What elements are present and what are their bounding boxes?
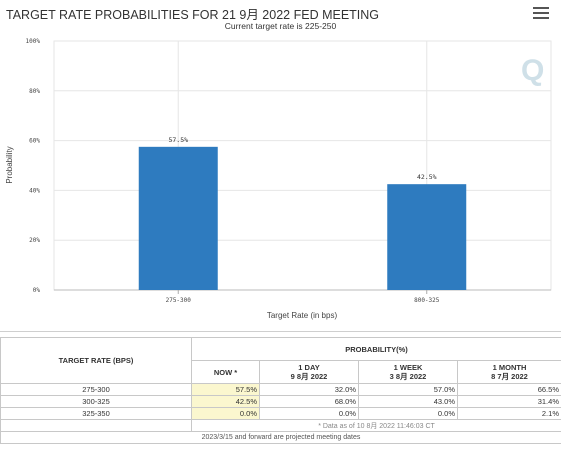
svg-text:Q: Q [521, 54, 544, 87]
probability-table: TARGET RATE (BPS) PROBABILITY(%) NOW * 1 … [0, 337, 561, 444]
chart-title: TARGET RATE PROBABILITIES FOR 21 9月 2022… [6, 8, 380, 22]
table-row: 300-325 42.5% 68.0% 43.0% 31.4% [0, 395, 561, 408]
cell-now: 42.5% [191, 395, 260, 408]
period-label: NOW * [213, 367, 238, 377]
y-tick-label: 100% [26, 38, 41, 45]
projected-dates-note: 2023/3/15 and forward are projected meet… [0, 431, 561, 444]
cell-week: 43.0% [358, 395, 458, 408]
bar-chart: Q 0% 20% 40% 60% 80% 100% 275-300 800-325 57.5… [5, 38, 552, 320]
bar-value-label: 57.5% [168, 136, 188, 144]
cell-day: 32.0% [259, 383, 359, 396]
period-column-header: NOW * [191, 360, 260, 384]
y-tick-label: 60% [29, 138, 40, 145]
period-label: 1 WEEK [393, 363, 423, 372]
y-tick-label: 40% [29, 187, 40, 194]
cell-now: 57.5% [191, 383, 260, 396]
bar [138, 146, 218, 290]
period-column-header: 1 DAY 9 8月 2022 [259, 360, 359, 384]
bar [387, 184, 467, 290]
cell-month: 66.5% [457, 383, 561, 396]
cell-month: 31.4% [457, 395, 561, 408]
hamburger-menu-icon[interactable] [533, 7, 549, 21]
period-date: 9 8月 2022 [290, 372, 328, 381]
probability-group-header: PROBABILITY(%) [191, 337, 561, 361]
period-date: 3 8月 2022 [389, 372, 427, 381]
cell-week: 57.0% [358, 383, 458, 396]
data-timestamp-note: * Data as of 10 8月 2022 11:46:03 CT [191, 419, 561, 432]
cell-rate: 300-325 [0, 395, 192, 408]
cell-day: 0.0% [259, 407, 359, 420]
x-tick-label: 275-300 [166, 297, 192, 304]
table-row: 275-300 57.5% 32.0% 57.0% 66.5% [0, 383, 561, 396]
y-tick-label: 20% [29, 237, 40, 244]
y-tick-label: 80% [29, 88, 40, 95]
plot-area [53, 40, 552, 291]
period-date: 8 7月 2022 [491, 372, 528, 381]
period-label: 1 DAY [298, 363, 320, 372]
period-column-header: 1 MONTH 8 7月 2022 [457, 360, 561, 384]
rate-column-header: TARGET RATE (BPS) [0, 337, 192, 384]
cell-day: 68.0% [259, 395, 359, 408]
cell-rate: 325-350 [0, 407, 192, 420]
y-tick-label: 0% [33, 287, 41, 294]
empty-cell [0, 419, 192, 432]
cell-month: 2.1% [457, 407, 561, 420]
period-label: 1 MONTH [492, 363, 527, 372]
chart-subtitle: Current target rate is 225-250 [224, 21, 337, 31]
cell-rate: 275-300 [0, 383, 192, 396]
period-column-header: 1 WEEK 3 8月 2022 [358, 360, 458, 384]
bar-value-label: 42.5% [417, 173, 437, 181]
cell-now: 0.0% [191, 407, 260, 420]
q-watermark-logo: Q [521, 54, 544, 87]
table-row: 2023/3/15 and forward are projected meet… [0, 431, 561, 444]
cell-week: 0.0% [358, 407, 458, 420]
table-row: * Data as of 10 8月 2022 11:46:03 CT [0, 419, 561, 432]
table-row: 325-350 0.0% 0.0% 0.0% 2.1% [0, 407, 561, 420]
x-axis-title: Target Rate (in bps) [267, 311, 338, 320]
x-tick-label: 800-325 [414, 297, 440, 304]
chart-panel: TARGET RATE PROBABILITIES FOR 21 9月 2022… [0, 7, 561, 332]
y-axis-title: Probability [5, 146, 14, 183]
